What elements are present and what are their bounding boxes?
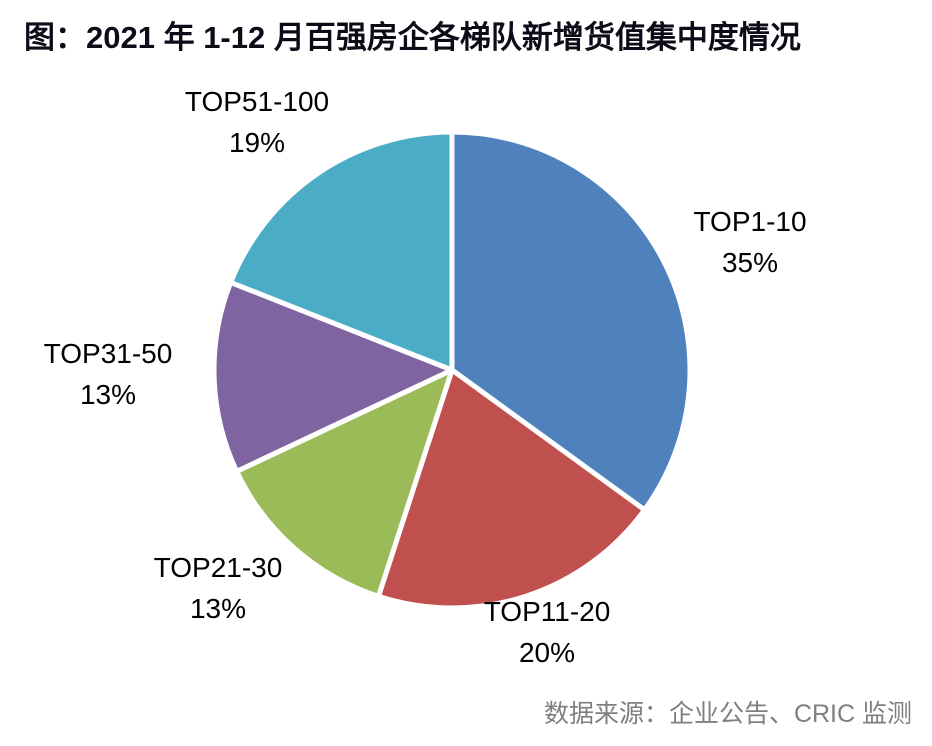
slice-percent-top21-30: 13% (189, 593, 247, 624)
slice-name-top1-10: TOP1-10 (693, 206, 807, 237)
slice-name-top11-20: TOP11-20 (483, 596, 611, 627)
pie-label-top51-100: TOP51-100 19% (185, 81, 329, 163)
pie-slice-top21-30 (234, 367, 455, 599)
pie-slice-top1-10 (449, 129, 693, 513)
pie-label-top21-30: TOP21-30 13% (154, 547, 283, 629)
slice-percent-top11-20: 20% (518, 637, 576, 668)
pie-slice-top31-50 (211, 279, 455, 474)
slice-percent-top1-10: 35% (721, 247, 779, 278)
chart-title: 图：2021 年 1-12 月百强房企各梯队新增货值集中度情况 (24, 20, 801, 55)
slice-percent-top31-50: 13% (79, 379, 137, 410)
slice-name-top51-100: TOP51-100 (184, 86, 330, 117)
pie-slice-top51-100 (228, 129, 455, 373)
slice-name-top21-30: TOP21-30 (153, 552, 283, 583)
slice-name-top31-50: TOP31-50 (43, 338, 173, 369)
pie-label-top11-20: TOP11-20 20% (484, 591, 611, 673)
pie-slice-top11-20 (375, 367, 648, 611)
pie-label-top31-50: TOP31-50 13% (44, 333, 173, 415)
data-source-note: 数据来源：企业公告、CRIC 监测 (543, 700, 912, 728)
slice-percent-top51-100: 19% (228, 127, 286, 158)
pie-label-top1-10: TOP1-10 35% (693, 201, 806, 283)
